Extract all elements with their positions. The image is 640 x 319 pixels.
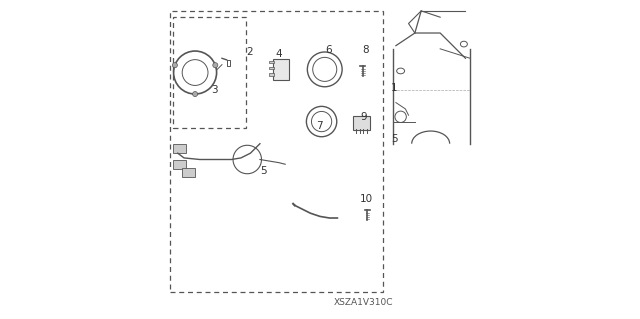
Text: 10: 10 <box>360 194 373 204</box>
Text: 3: 3 <box>211 85 218 95</box>
Bar <box>269 61 274 63</box>
Text: 8: 8 <box>362 45 369 56</box>
Circle shape <box>212 63 218 68</box>
Text: 4: 4 <box>275 48 282 59</box>
FancyBboxPatch shape <box>173 160 186 169</box>
Text: 9: 9 <box>360 112 367 122</box>
Bar <box>269 73 274 76</box>
FancyBboxPatch shape <box>273 59 289 80</box>
FancyBboxPatch shape <box>353 116 370 130</box>
Text: 5: 5 <box>391 134 397 144</box>
FancyBboxPatch shape <box>182 168 195 177</box>
Circle shape <box>193 92 198 97</box>
Text: XSZA1V310C: XSZA1V310C <box>334 298 394 307</box>
Text: 1: 1 <box>391 83 397 93</box>
Text: 2: 2 <box>246 47 253 57</box>
Text: 5: 5 <box>260 166 266 175</box>
FancyBboxPatch shape <box>173 144 186 153</box>
Circle shape <box>172 63 177 68</box>
Bar <box>269 67 274 69</box>
Text: 7: 7 <box>316 121 323 131</box>
Text: 6: 6 <box>326 45 332 56</box>
